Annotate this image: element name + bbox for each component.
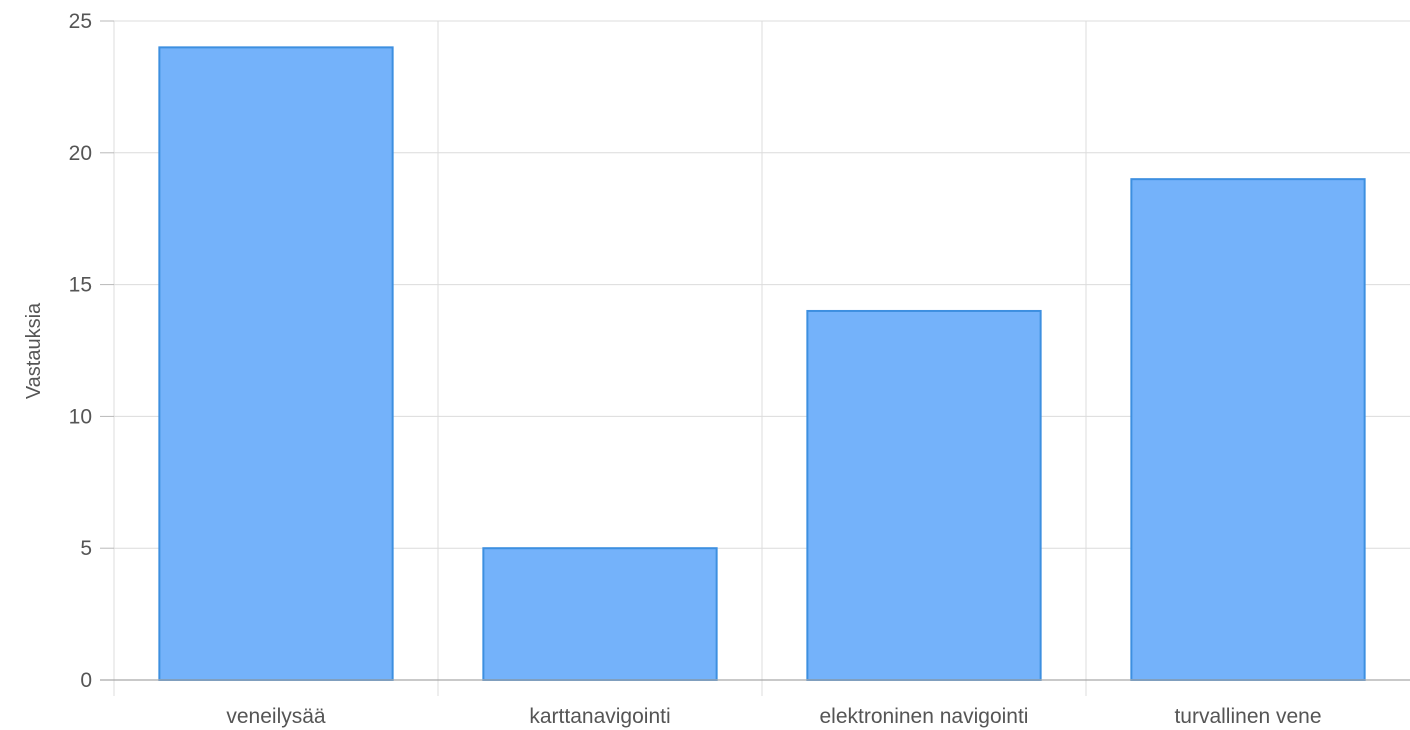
bar-2 xyxy=(482,547,718,682)
bar-3 xyxy=(806,309,1042,681)
y-tick-label: 20 xyxy=(69,142,92,165)
y-tick-label: 0 xyxy=(80,669,92,692)
bars xyxy=(158,46,1366,682)
y-tick-label: 5 xyxy=(80,537,92,560)
bar-1 xyxy=(158,46,394,682)
y-tick-label: 25 xyxy=(69,10,92,33)
y-axis-title: Vastauksia xyxy=(23,302,45,399)
x-tick-label: elektroninen navigointi xyxy=(820,705,1029,728)
y-tick-label: 15 xyxy=(69,274,92,297)
x-tick-label: veneilysää xyxy=(226,705,326,728)
axes xyxy=(100,20,1410,681)
x-tick-label: turvallinen vene xyxy=(1174,705,1321,728)
bar-4 xyxy=(1130,178,1366,681)
tick-labels: 0 5 10 15 20 25 veneilysää karttanavigointi elek… xyxy=(69,10,1322,728)
y-tick-label: 10 xyxy=(69,405,92,428)
x-tick-label: karttanavigointi xyxy=(529,705,670,728)
